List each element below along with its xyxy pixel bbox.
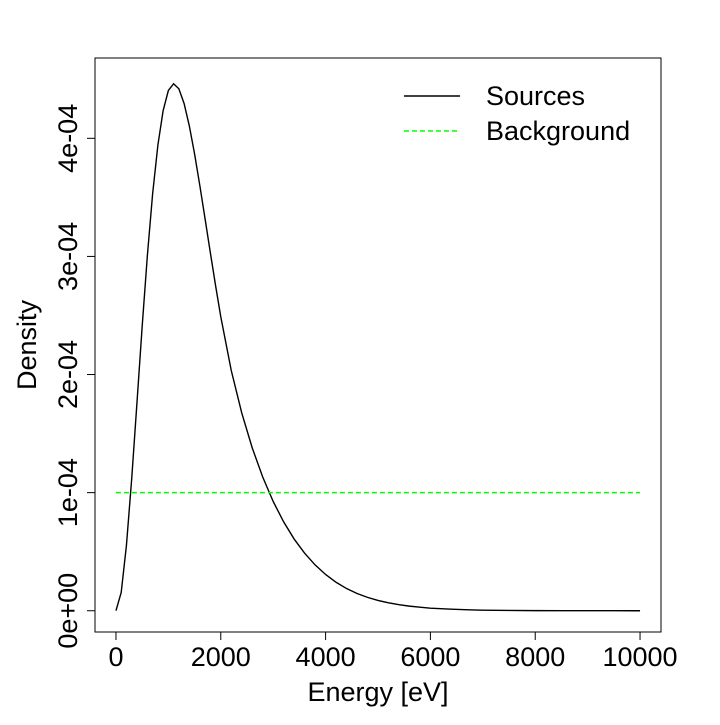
y-tick-label: 3e-04	[53, 222, 83, 291]
x-tick-label: 10000	[602, 642, 677, 672]
x-tick-label: 4000	[296, 642, 356, 672]
y-tick-label: 2e-04	[53, 340, 83, 409]
legend-label-background: Background	[486, 116, 630, 146]
x-tick-label: 8000	[505, 642, 565, 672]
x-axis: 0 2000 4000 6000 8000 10000	[108, 631, 678, 672]
y-axis-title: Density	[12, 299, 42, 390]
x-tick-label: 2000	[191, 642, 251, 672]
series-layer	[115, 82, 641, 612]
y-tick-label: 1e-04	[53, 458, 83, 527]
x-tick-label: 0	[108, 642, 123, 672]
y-axis: 0e+00 1e-04 2e-04 3e-04 4e-04	[53, 104, 96, 649]
x-axis-title: Energy [eV]	[307, 677, 448, 707]
y-tick-label: 0e+00	[53, 573, 83, 649]
x-tick-label: 6000	[400, 642, 460, 672]
series-line-sources	[115, 82, 641, 612]
legend-label-sources: Sources	[486, 81, 585, 111]
y-tick-label: 4e-04	[53, 104, 83, 173]
legend: Sources Background	[404, 81, 630, 146]
